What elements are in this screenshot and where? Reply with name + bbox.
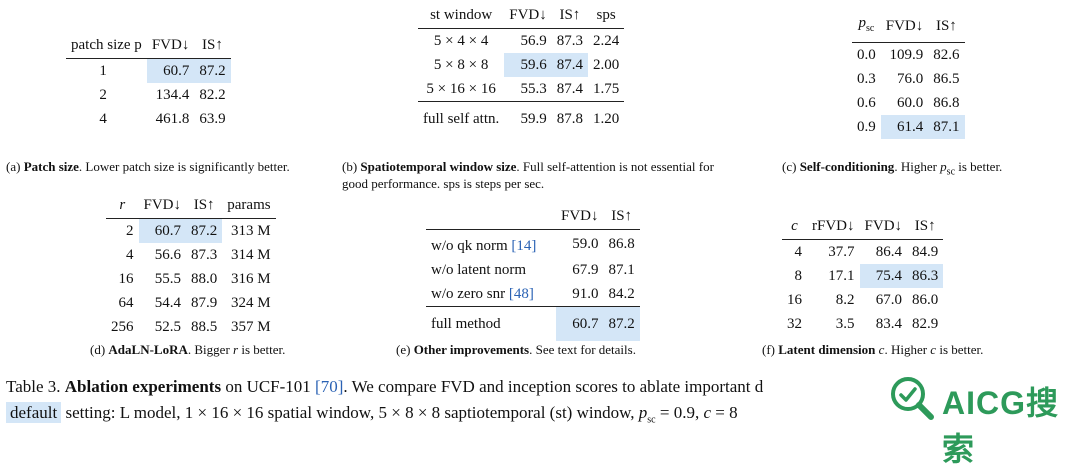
table-row: full method 60.7 87.2: [426, 306, 640, 341]
table-caption: Table 3. Ablation experiments on UCF-101…: [6, 374, 886, 433]
table-patch-size: patch size p FVD↓ IS↑ 1 60.7 87.2 2 134.…: [66, 32, 231, 131]
table-row: 0.3 76.0 86.5: [857, 71, 960, 87]
header-is: IS↑: [914, 218, 936, 234]
header-c: c: [791, 218, 798, 234]
table-st-window: st window FVD↓ IS↑ sps 5 × 4 × 4 56.9 87…: [418, 2, 625, 136]
caption-b: (b) Spatiotemporal window size. Full sel…: [342, 159, 714, 191]
header-st-window: st window: [430, 7, 493, 23]
table-row: 32 3.5 83.4 82.9: [787, 316, 939, 332]
table-row: 4 56.6 87.3 314 M: [126, 247, 271, 263]
table-row: 8 17.1 75.4 86.3: [782, 264, 944, 288]
table-row: 0.0 109.9 82.6: [857, 47, 960, 63]
magnifier-logo-icon: [891, 377, 934, 420]
table-row: w/o latent norm 67.9 87.1: [431, 262, 635, 278]
table-row: 16 55.5 88.0 316 M: [118, 271, 271, 287]
table-row: 5 × 16 × 16 55.3 87.4 1.75: [426, 81, 620, 97]
header-is: IS↑: [202, 37, 223, 53]
table-adaln-lora: r FVD↓ IS↑ params 2 60.7 87.2 313 M 4 56…: [106, 192, 276, 339]
header-rfvd: rFVD↓: [812, 218, 855, 234]
header-fvd: FVD↓: [561, 208, 599, 224]
table-row: 5 × 4 × 4 56.9 87.3 2.24: [433, 33, 620, 49]
header-psc: psc: [858, 15, 875, 34]
header-fvd: FVD↓: [864, 218, 903, 234]
header-fvd: FVD↓: [143, 197, 182, 213]
header-r: r: [119, 197, 126, 213]
table-row: 256 52.5 88.5 357 M: [111, 319, 271, 335]
table-row: 2 60.7 87.2 313 M: [106, 218, 276, 243]
header-patch-size: patch size p: [71, 37, 142, 53]
watermark-text: AICG搜索: [942, 385, 1060, 467]
table-other-improvements: FVD↓ IS↑ w/o qk norm [14] 59.0 86.8 w/o …: [426, 203, 640, 341]
header-is: IS↑: [559, 7, 581, 23]
header-is: IS↑: [611, 208, 633, 224]
header-fvd: FVD↓: [885, 18, 924, 34]
table-row: 0.6 60.0 86.8: [857, 95, 960, 111]
header-fvd: FVD↓: [151, 37, 190, 53]
table-self-conditioning: psc FVD↓ IS↑ 0.0 109.9 82.6 0.3 76.0 86.…: [852, 10, 965, 139]
watermark: AICG搜索: [884, 372, 1074, 467]
header-is: IS↑: [193, 197, 215, 213]
table-row: 2 134.4 82.2: [99, 87, 226, 103]
header-is: IS↑: [935, 18, 957, 34]
table-row: w/o qk norm [14] 59.0 86.8: [431, 236, 635, 254]
caption-a: (a) Patch size. Lower patch size is sign…: [6, 159, 290, 174]
citation-link[interactable]: [70]: [315, 377, 344, 396]
table-row: w/o zero snr [48] 91.0 84.2: [431, 286, 635, 302]
header-fvd: FVD↓: [509, 7, 547, 23]
table-row: 1 60.7 87.2: [66, 58, 231, 83]
caption-c: (c) Self-conditioning. Higher psc is bet…: [782, 159, 1003, 178]
table-row: 5 × 8 × 8 59.6 87.4 2.00: [418, 53, 624, 77]
caption-d: (d) AdaLN-LoRA. Bigger r is better.: [90, 342, 286, 357]
caption-line-2: default setting: L model, 1 × 16 × 16 sp…: [6, 400, 886, 433]
table-row: 16 8.2 67.0 86.0: [787, 292, 939, 308]
default-badge: default: [6, 402, 62, 423]
caption-f: (f) Latent dimension c. Higher c is bett…: [762, 342, 984, 357]
caption-line-1: Table 3. Ablation experiments on UCF-101…: [6, 377, 764, 396]
table-row: 64 54.4 87.9 324 M: [118, 295, 271, 311]
citation-link[interactable]: [14]: [511, 238, 537, 254]
table-latent-dimension: c rFVD↓ FVD↓ IS↑ 4 37.7 86.4 84.9 8 17.1…: [782, 213, 944, 336]
table-row: 4 461.8 63.9: [99, 111, 226, 127]
header-params: params: [227, 197, 271, 213]
caption-e: (e) Other improvements. See text for det…: [396, 342, 636, 357]
table-row: full self attn. 59.9 87.8 1.20: [418, 101, 625, 136]
table-row: 4 37.7 86.4 84.9: [794, 244, 939, 260]
header-sps: sps: [596, 7, 616, 23]
citation-link[interactable]: [48]: [508, 286, 534, 302]
table-row: 0.9 61.4 87.1: [852, 115, 965, 139]
